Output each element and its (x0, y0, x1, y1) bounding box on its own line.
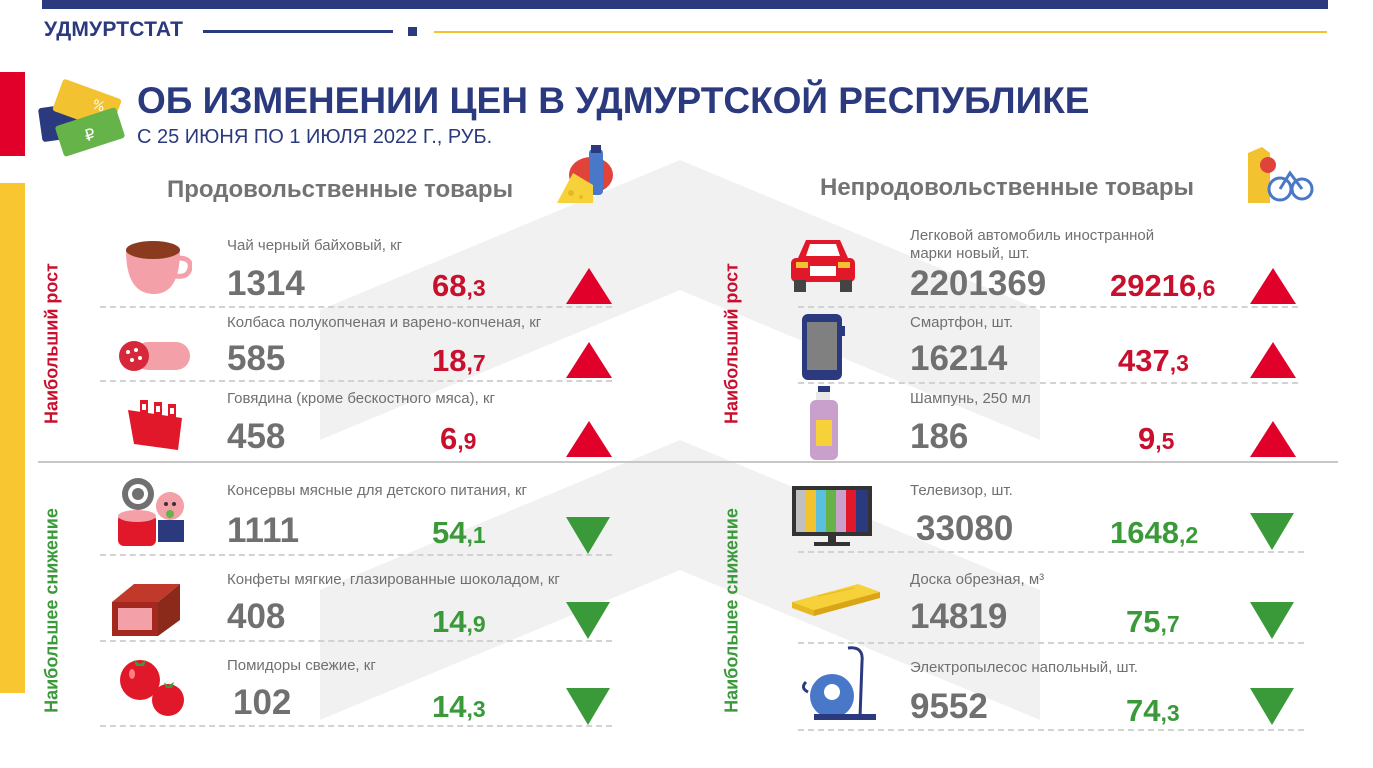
food-heading: Продовольственные товары (167, 176, 514, 203)
nonfood-fall-label: Наибольшее снижение (721, 508, 742, 713)
header-line-yellow (434, 31, 1327, 33)
food-fall-3-name: Помидоры свежие, кг (227, 657, 376, 674)
page-title: ОБ ИЗМЕНЕНИИ ЦЕН В УДМУРТСКОЙ РЕСПУБЛИКЕ (137, 80, 1090, 121)
nonfood-fall-1-down-arrow (1250, 513, 1294, 550)
food-rise-3-name: Говядина (кроме бескостного мяса), кг (227, 390, 496, 407)
nonfood-rise-3-name: Шампунь, 250 мл (910, 390, 1031, 407)
row-separator (100, 640, 612, 642)
side-accent-yellow (0, 183, 25, 693)
food-fall-2-price: 408 (227, 597, 286, 636)
tv-icon (792, 486, 872, 546)
row-separator (798, 551, 1304, 553)
row-separator (100, 380, 612, 382)
nonfood-heading: Непродовольственные товары (820, 174, 1195, 201)
food-rise-2-name: Колбаса полукопченая и варено-копченая, … (227, 314, 542, 331)
food-rise-3-change: 6,9 (440, 421, 477, 456)
price-tags-icon: ₽ % (38, 79, 125, 157)
header-square (408, 27, 417, 36)
nonfood-rise-2-name: Смартфон, шт. (910, 314, 1014, 331)
row-separator (100, 725, 612, 727)
food-fall-1-price: 1111 (227, 511, 300, 550)
page-subtitle: С 25 ИЮНЯ ПО 1 ИЮЛЯ 2022 Г., РУБ. (137, 126, 493, 148)
nonfood-rise-3-price: 186 (910, 417, 969, 456)
food-rise-2-change: 18,7 (432, 343, 486, 378)
nonfood-rise-1-up-arrow (1250, 268, 1296, 304)
food-rise-2-up-arrow (566, 342, 612, 378)
food-fall-2-name: Конфеты мягкие, глазированные шоколадом,… (227, 571, 560, 588)
nonfood-fall-3-price: 9552 (910, 687, 988, 726)
food-fall-3-down-arrow (566, 688, 610, 725)
car-icon (791, 240, 855, 292)
food-rise-1-change: 68,3 (432, 268, 486, 303)
food-rise-3-up-arrow (566, 421, 612, 457)
food-fall-1-change: 54,1 (432, 515, 486, 550)
food-fall-label: Наибольшее снижение (41, 508, 62, 713)
baby-food-can-icon (118, 478, 184, 546)
row-separator (798, 382, 1298, 384)
nonfood-rise-1-name-line2: марки новый, шт. (910, 245, 1030, 262)
shampoo-icon (810, 386, 838, 460)
food-fall-2-down-arrow (566, 602, 610, 639)
nonfood-fall-2-price: 14819 (910, 597, 1008, 636)
nonfood-rise-3-up-arrow (1250, 421, 1296, 457)
nonfood-rise-1-price: 2201369 (910, 264, 1047, 303)
food-rise-1-name: Чай черный байховый, кг (227, 237, 403, 254)
food-rise-1-price: 1314 (227, 264, 305, 303)
side-accent-red (0, 72, 25, 156)
tea-cup-icon (126, 241, 192, 294)
clothes-bicycle-icon (1248, 147, 1314, 203)
nonfood-fall-3-name: Электропылесос напольный, шт. (910, 659, 1138, 676)
food-rise-1-up-arrow (566, 268, 612, 304)
candy-icon (112, 584, 180, 636)
nonfood-rise-2-up-arrow (1250, 342, 1296, 378)
row-separator (100, 306, 612, 308)
row-separator (798, 642, 1304, 644)
food-rise-2-price: 585 (227, 339, 286, 378)
plank-icon (792, 584, 880, 616)
food-rise-label: Наибольший рост (41, 263, 62, 424)
nonfood-fall-2-change: 75,7 (1126, 604, 1180, 639)
vacuum-icon (801, 646, 876, 720)
food-fall-3-change: 14,3 (432, 689, 486, 724)
nonfood-fall-2-down-arrow (1250, 602, 1294, 639)
nonfood-fall-1-change: 1648,2 (1110, 515, 1199, 550)
nonfood-rise-1-name: Легковой автомобиль иностранной (910, 227, 1155, 244)
groceries-icon (557, 145, 613, 203)
food-fall-3-price: 102 (233, 683, 292, 722)
row-separator (798, 306, 1298, 308)
row-separator (100, 554, 612, 556)
row-separator (798, 729, 1304, 731)
nonfood-rise-3-change: 9,5 (1138, 421, 1175, 456)
top-bar (42, 0, 1328, 9)
nonfood-rise-1-change: 29216,6 (1110, 268, 1216, 303)
nonfood-fall-3-down-arrow (1250, 688, 1294, 725)
background-chevron (320, 160, 1040, 720)
nonfood-fall-3-change: 74,3 (1126, 693, 1180, 728)
brand-name: УДМУРТСТАТ (44, 18, 184, 41)
nonfood-rise-label: Наибольший рост (721, 263, 742, 424)
header-line-blue (203, 30, 393, 33)
food-fall-1-name: Консервы мясные для детского питания, кг (227, 482, 527, 499)
nonfood-fall-1-name: Телевизор, шт. (910, 482, 1013, 499)
nonfood-rise-2-price: 16214 (910, 339, 1008, 378)
smartphone-icon (802, 314, 845, 380)
food-rise-3-price: 458 (227, 417, 286, 456)
nonfood-rise-2-change: 437,3 (1118, 343, 1189, 378)
beef-ribs-icon (128, 400, 182, 450)
sausage-icon (119, 341, 190, 371)
food-fall-2-change: 14,9 (432, 604, 486, 639)
section-divider (38, 461, 1338, 463)
food-fall-1-down-arrow (566, 517, 610, 554)
nonfood-fall-1-price: 33080 (916, 509, 1014, 548)
tomato-icon (120, 660, 184, 716)
svg-text:%: % (90, 97, 107, 115)
nonfood-fall-2-name: Доска обрезная, м³ (910, 571, 1045, 588)
